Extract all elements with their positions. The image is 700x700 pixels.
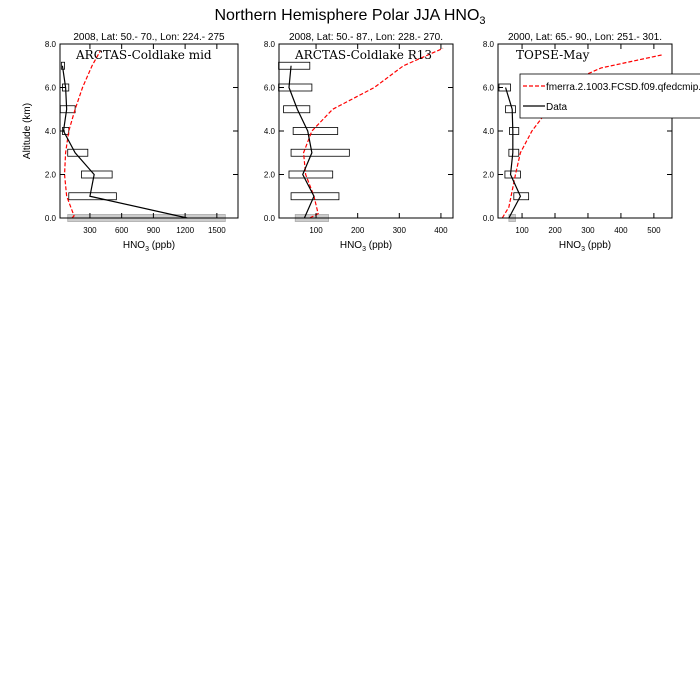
campaign-label: ARCTAS-Coldlake R13 (294, 48, 432, 62)
range-box (504, 170, 521, 179)
y-tick-label: 8.0 (483, 40, 495, 49)
plot-frame (278, 43, 454, 219)
y-axis-label: Altitude (km) (22, 103, 33, 159)
x-tick-label: 100 (515, 226, 529, 235)
legend-label: Data (546, 102, 568, 113)
range-box (68, 192, 117, 201)
x-tick-label: 200 (351, 226, 365, 235)
range-box (288, 170, 334, 179)
range-box (505, 105, 516, 114)
y-tick-label: 2.0 (264, 171, 276, 180)
x-tick-label: 200 (548, 226, 562, 235)
data-line (61, 65, 188, 219)
panel-3: 2000, Lat: 65.- 90., Lon: 251.- 301. TOPS… (483, 32, 700, 253)
x-tick-label: 900 (147, 226, 161, 235)
x-tick-label: 300 (83, 226, 97, 235)
x-axis-label: HNO3 (ppb) (340, 240, 392, 253)
y-tick-label: 2.0 (45, 171, 57, 180)
range-box (290, 192, 340, 201)
x-tick-label: 100 (309, 226, 323, 235)
legend-box (519, 73, 700, 119)
range-box (283, 105, 311, 114)
y-tick-label: 2.0 (483, 171, 495, 180)
range-box (278, 61, 311, 70)
panel-subtitle: 2008, Lat: 50.- 87., Lon: 228.- 270. (289, 32, 443, 43)
y-tick-label: 0.0 (264, 214, 276, 223)
plot-frame (497, 43, 673, 219)
y-tick-label: 4.0 (45, 127, 57, 136)
panel-subtitle: 2000, Lat: 65.- 90., Lon: 251.- 301. (508, 32, 662, 43)
legend-label: fmerra.2.1003.FCSD.f09.qfedcmip. (546, 82, 700, 93)
panel-subtitle: 2008, Lat: 50.- 70., Lon: 224.- 275 (73, 32, 225, 43)
range-box (290, 148, 350, 157)
y-tick-label: 0.0 (483, 214, 495, 223)
model-line (501, 54, 663, 219)
x-axis-label: HNO3 (ppb) (559, 240, 611, 253)
model-line (302, 47, 444, 219)
x-tick-label: 400 (614, 226, 628, 235)
range-box (292, 127, 339, 135)
y-tick-label: 8.0 (45, 40, 57, 49)
y-tick-label: 0.0 (45, 214, 57, 223)
x-tick-label: 300 (581, 226, 595, 235)
x-tick-label: 600 (115, 226, 129, 235)
legend: fmerra.2.1003.FCSD.f09.qfedcmip. Data (519, 73, 700, 119)
panel-2: 2008, Lat: 50.- 87., Lon: 228.- 270. ARCT… (264, 32, 454, 253)
model-line (63, 50, 102, 219)
data-line (505, 87, 522, 219)
y-tick-label: 4.0 (483, 127, 495, 136)
y-tick-label: 6.0 (483, 84, 495, 93)
campaign-label: TOPSE-May (516, 48, 590, 62)
x-axis-label: HNO3 (ppb) (123, 240, 175, 253)
range-box (513, 192, 530, 201)
range-box (81, 170, 113, 179)
plot-frame (59, 43, 239, 219)
x-tick-label: 1200 (176, 226, 194, 235)
x-tick-label: 400 (434, 226, 448, 235)
y-tick-label: 4.0 (264, 127, 276, 136)
range-box (59, 105, 76, 114)
campaign-label: ARCTAS-Coldlake mid (75, 48, 212, 62)
x-tick-label: 1500 (208, 226, 226, 235)
figure-title: Northern Hemisphere Polar JJA HNO3 (214, 7, 485, 27)
y-tick-label: 6.0 (45, 84, 57, 93)
range-box (509, 127, 520, 135)
x-tick-label: 300 (393, 226, 407, 235)
y-tick-label: 6.0 (264, 84, 276, 93)
y-tick-label: 8.0 (264, 40, 276, 49)
data-line (288, 65, 315, 219)
range-box (508, 148, 520, 157)
x-tick-label: 500 (647, 226, 661, 235)
panel-1: 2008, Lat: 50.- 70., Lon: 224.- 275 ARCTA… (22, 32, 239, 253)
